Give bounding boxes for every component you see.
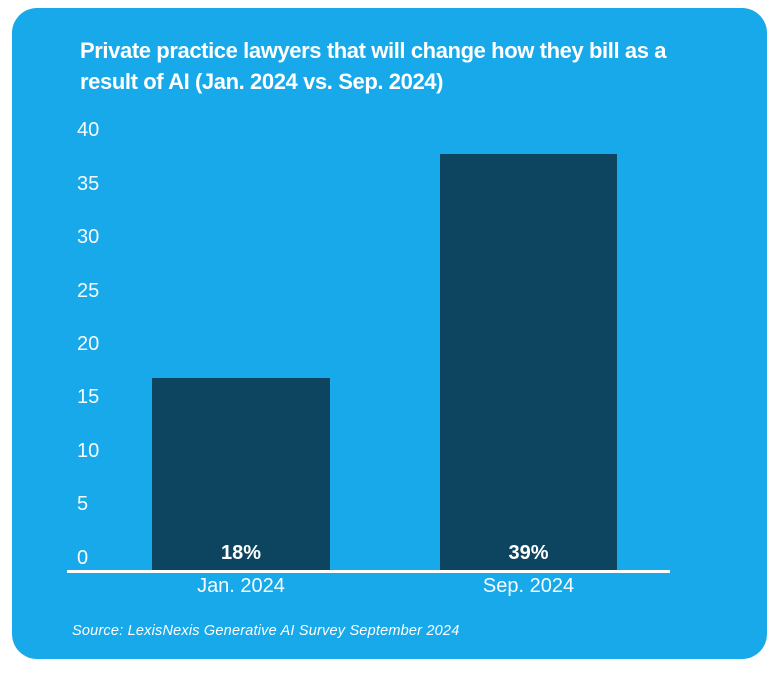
chart-title: Private practice lawyers that will chang…: [80, 35, 667, 97]
bar-jan-2024: 18%: [152, 378, 330, 570]
chart-title-line2: result of AI (Jan. 2024 vs. Sep. 2024): [80, 69, 444, 94]
bar-sep-2024: 39%: [440, 154, 617, 570]
y-axis-tick-label: 25: [77, 279, 100, 302]
y-axis-tick-label: 30: [77, 226, 100, 249]
x-axis-line: [67, 570, 670, 573]
source-caption: Source: LexisNexis Generative AI Survey …: [72, 623, 460, 639]
y-axis-tick-label: 35: [77, 172, 100, 195]
x-axis-category-label: Jan. 2024: [197, 575, 285, 597]
chart-card: Private practice lawyers that will chang…: [12, 8, 767, 659]
y-axis-tick-label: 10: [77, 439, 100, 462]
chart-title-line1: Private practice lawyers that will chang…: [80, 38, 667, 63]
bar-value-label: 18%: [220, 542, 262, 564]
y-axis-tick-label: 20: [77, 332, 100, 355]
bar-chart: 0 5 10 15 20 25 30 35 40 18% Jan. 2024 39% Sep. 2024: [12, 8, 767, 659]
y-axis-tick-label: 40: [77, 119, 100, 142]
y-axis-tick-label: 15: [77, 386, 100, 409]
y-axis-tick-label: 5: [77, 493, 89, 516]
y-axis-tick-label: 0: [77, 546, 89, 569]
x-axis-category-label: Sep. 2024: [482, 575, 575, 597]
bar-value-label: 39%: [508, 542, 549, 564]
